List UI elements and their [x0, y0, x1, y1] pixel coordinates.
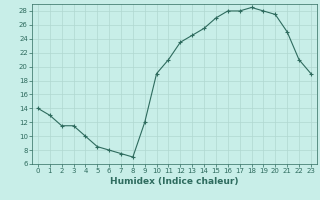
- X-axis label: Humidex (Indice chaleur): Humidex (Indice chaleur): [110, 177, 239, 186]
